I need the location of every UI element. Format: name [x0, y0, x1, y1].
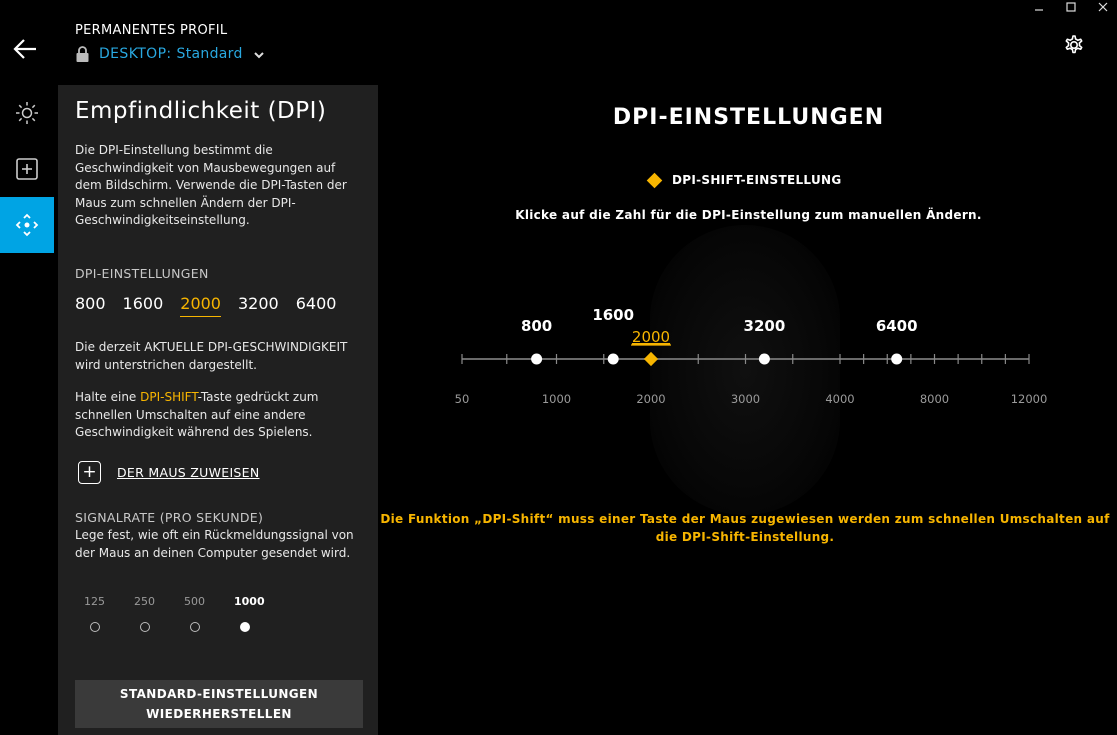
minimize-icon[interactable]: [1033, 1, 1045, 13]
current-dpi-note: Die derzeit AKTUELLE DPI-GESCHWINDIGKEIT…: [75, 340, 348, 372]
maximize-icon[interactable]: [1065, 1, 1077, 13]
axis-label-8000: 8000: [920, 392, 949, 406]
axis-label-3000: 3000: [731, 392, 760, 406]
dpi-level-marker-6400[interactable]: [891, 353, 903, 365]
dpi-level-3200[interactable]: 3200: [237, 294, 279, 313]
profile-caption: PERMANENTES PROFIL: [75, 23, 228, 38]
dpi-shift-note: Halte eine DPI-SHIFT-Taste gedrückt zum …: [75, 389, 370, 442]
dpi-shift-legend: DPI-SHIFT-EINSTELLUNG: [646, 172, 842, 188]
nav-lighting[interactable]: [0, 85, 54, 141]
device-label: DESKTOP:: [99, 46, 172, 62]
axis-label-50: 50: [455, 392, 470, 406]
dpi-level-label-1600[interactable]: 1600: [592, 306, 634, 324]
plus-square-icon: [16, 158, 38, 180]
dpi-level-2000[interactable]: 2000: [180, 294, 221, 317]
dpi-level-marker-1600[interactable]: [607, 353, 619, 365]
dpi-level-6400[interactable]: 6400: [295, 294, 337, 313]
report-rate-option-500[interactable]: 500: [184, 595, 234, 632]
axis-label-12000: 12000: [1011, 392, 1048, 406]
move-arrows-icon: [15, 213, 39, 237]
assign-to-mouse-button[interactable]: + DER MAUS ZUWEISEN: [78, 461, 260, 484]
report-rate-options: 125 250 500 1000: [84, 595, 284, 632]
mouse-silhouette: [650, 225, 840, 515]
report-rate-label: SIGNALRATE (PRO SEKUNDE): [75, 510, 264, 525]
diamond-icon: [646, 172, 663, 188]
main-title: DPI-EINSTELLUNGEN: [612, 105, 885, 130]
radio-dot: [240, 622, 250, 632]
arrow-left-icon: [13, 39, 36, 59]
assign-label: DER MAUS ZUWEISEN: [117, 465, 260, 480]
nav-sensitivity[interactable]: [0, 197, 54, 253]
sensitivity-panel: Empfindlichkeit (DPI) Die DPI-Einstellun…: [58, 85, 378, 735]
gear-icon: [1065, 35, 1083, 54]
reset-line-2: WIEDERHERSTELLEN: [146, 707, 292, 721]
dpi-level-list: 800 1600 2000 3200 6400: [75, 294, 336, 317]
chevron-down-icon: [253, 52, 264, 59]
dpi-shift-value-label[interactable]: 2000: [632, 328, 670, 346]
sun-icon: [16, 102, 38, 124]
dpi-level-800[interactable]: 800: [75, 294, 106, 313]
radio-dot: [90, 622, 100, 632]
dpi-shift-marker[interactable]: [643, 351, 659, 367]
dpi-level-marker-800[interactable]: [531, 353, 543, 365]
panel-title: Empfindlichkeit (DPI): [75, 98, 327, 124]
restore-defaults-button[interactable]: STANDARD-EINSTELLUNGEN WIEDERHERSTELLEN: [75, 680, 363, 728]
report-rate-description: Lege fest, wie oft ein Rückmeldungssigna…: [75, 528, 354, 560]
dpi-level-marker-3200[interactable]: [758, 353, 770, 365]
dpi-level-label-800[interactable]: 800: [521, 317, 552, 335]
report-rate-value: 1000: [234, 595, 265, 608]
dpi-shift-warning: Die Funktion „DPI-Shift“ muss einer Tast…: [380, 512, 1110, 544]
panel-description: Die DPI-Einstellung bestimmt die Geschwi…: [75, 143, 347, 227]
axis-label-2000: 2000: [636, 392, 665, 406]
report-rate-option-125[interactable]: 125: [84, 595, 134, 632]
report-rate-value: 250: [134, 595, 155, 608]
reset-line-1: STANDARD-EINSTELLUNGEN: [119, 687, 319, 701]
dpi-level-label-3200[interactable]: 3200: [744, 317, 786, 335]
dpi-level-1600[interactable]: 1600: [122, 294, 164, 313]
profile-dropdown[interactable]: DESKTOP: Standard: [75, 46, 265, 62]
dpi-level-label-6400[interactable]: 6400: [876, 317, 918, 335]
profile-name: Standard: [176, 46, 243, 62]
settings-button[interactable]: [1062, 33, 1086, 57]
lock-icon: [76, 46, 89, 62]
axis-label-1000: 1000: [542, 392, 571, 406]
shift-note-pre: Halte eine: [75, 390, 141, 404]
plus-icon: +: [78, 461, 101, 484]
shift-legend-label: DPI-SHIFT-EINSTELLUNG: [672, 173, 842, 187]
report-rate-option-250[interactable]: 250: [134, 595, 184, 632]
radio-dot: [140, 622, 150, 632]
nav-assignments[interactable]: [0, 141, 54, 197]
profile-selector: PERMANENTES PROFIL DESKTOP: Standard: [75, 23, 265, 62]
window-controls: [1033, 0, 1109, 14]
report-rate-option-1000[interactable]: 1000: [234, 595, 284, 632]
radio-dot: [190, 622, 200, 632]
report-rate-value: 500: [184, 595, 205, 608]
shift-note-post: -Taste gedrückt zum schnellen Umschalten…: [75, 390, 319, 439]
axis-label-4000: 4000: [825, 392, 854, 406]
close-icon[interactable]: [1097, 1, 1109, 13]
report-rate-value: 125: [84, 595, 105, 608]
edit-hint: Klicke auf die Zahl für die DPI-Einstell…: [515, 208, 982, 222]
back-button[interactable]: [12, 37, 38, 61]
dpi-section-label: DPI-EINSTELLUNGEN: [75, 266, 209, 281]
shift-note-highlight: DPI-SHIFT: [140, 390, 198, 404]
left-nav-rail: [0, 85, 54, 253]
